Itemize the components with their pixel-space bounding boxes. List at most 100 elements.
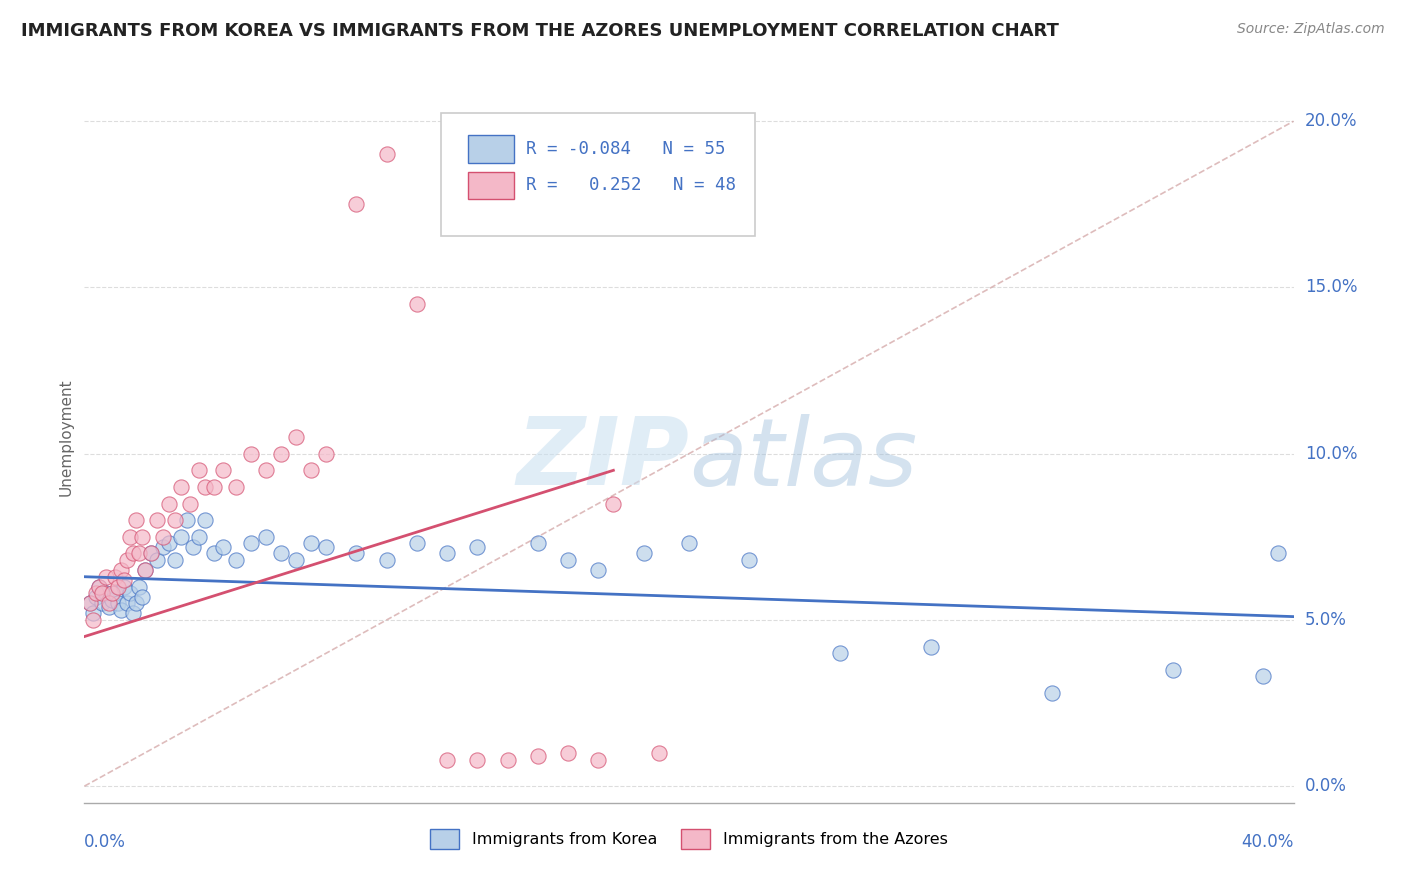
Point xyxy=(146,553,169,567)
Point xyxy=(91,586,114,600)
Point xyxy=(406,536,429,550)
Point xyxy=(254,530,277,544)
Point xyxy=(97,596,120,610)
Point xyxy=(104,586,127,600)
Point xyxy=(648,746,671,760)
Point xyxy=(115,596,138,610)
Legend: Immigrants from Korea, Immigrants from the Azores: Immigrants from Korea, Immigrants from t… xyxy=(426,824,952,854)
Point xyxy=(239,447,262,461)
Point xyxy=(602,497,624,511)
Text: 15.0%: 15.0% xyxy=(1305,278,1357,296)
Point xyxy=(128,546,150,560)
Point xyxy=(315,540,337,554)
Point xyxy=(118,586,141,600)
Point xyxy=(91,596,114,610)
Point xyxy=(1161,663,1184,677)
Point xyxy=(170,480,193,494)
Text: 40.0%: 40.0% xyxy=(1241,833,1294,851)
Point xyxy=(134,563,156,577)
Point xyxy=(94,586,117,600)
Point xyxy=(152,540,174,554)
Text: 20.0%: 20.0% xyxy=(1305,112,1357,130)
Point xyxy=(225,553,247,567)
Point xyxy=(527,749,550,764)
Text: R = -0.084   N = 55: R = -0.084 N = 55 xyxy=(526,140,725,158)
Point xyxy=(212,540,235,554)
Point xyxy=(678,536,700,550)
Text: IMMIGRANTS FROM KOREA VS IMMIGRANTS FROM THE AZORES UNEMPLOYMENT CORRELATION CHA: IMMIGRANTS FROM KOREA VS IMMIGRANTS FROM… xyxy=(21,22,1059,40)
Point xyxy=(79,596,101,610)
Point xyxy=(82,613,104,627)
Point xyxy=(89,580,111,594)
Point xyxy=(406,297,429,311)
Point xyxy=(225,480,247,494)
Point xyxy=(270,546,292,560)
Point xyxy=(170,530,193,544)
Point xyxy=(110,603,132,617)
Point xyxy=(557,553,579,567)
Point xyxy=(134,563,156,577)
Point xyxy=(89,580,111,594)
Point xyxy=(270,447,292,461)
Point xyxy=(152,530,174,544)
Point xyxy=(202,546,225,560)
Point xyxy=(188,463,211,477)
Point xyxy=(110,563,132,577)
Point xyxy=(125,596,148,610)
Point xyxy=(830,646,852,660)
FancyBboxPatch shape xyxy=(441,113,755,235)
Point xyxy=(100,593,122,607)
Point xyxy=(107,596,129,610)
Point xyxy=(436,753,458,767)
Point xyxy=(128,580,150,594)
Point xyxy=(557,746,579,760)
Point xyxy=(146,513,169,527)
Point xyxy=(920,640,942,654)
Point xyxy=(157,536,180,550)
Point xyxy=(86,590,108,604)
Point xyxy=(346,546,368,560)
Point xyxy=(212,463,235,477)
Point xyxy=(112,573,135,587)
Point xyxy=(467,753,489,767)
Point xyxy=(375,553,398,567)
Point xyxy=(436,546,458,560)
Point xyxy=(165,553,187,567)
Point xyxy=(157,497,180,511)
Point xyxy=(254,463,277,477)
Point xyxy=(121,607,143,621)
Bar xyxy=(468,171,513,199)
Point xyxy=(346,197,368,211)
Point xyxy=(131,530,153,544)
Point xyxy=(82,607,104,621)
Point xyxy=(112,580,135,594)
Point xyxy=(107,580,129,594)
Y-axis label: Unemployment: Unemployment xyxy=(58,378,73,496)
Point xyxy=(588,563,610,577)
Point xyxy=(738,553,761,567)
Point xyxy=(202,480,225,494)
Point xyxy=(467,540,489,554)
Point xyxy=(1040,686,1063,700)
Point xyxy=(181,540,204,554)
Point xyxy=(97,599,120,614)
Text: Source: ZipAtlas.com: Source: ZipAtlas.com xyxy=(1237,22,1385,37)
Point xyxy=(299,463,322,477)
Text: 0.0%: 0.0% xyxy=(84,833,127,851)
Point xyxy=(1267,546,1289,560)
Point xyxy=(315,447,337,461)
Point xyxy=(188,530,211,544)
Bar xyxy=(468,135,513,163)
Point xyxy=(165,513,187,527)
Point xyxy=(86,586,108,600)
Point xyxy=(285,553,308,567)
Text: 10.0%: 10.0% xyxy=(1305,445,1357,463)
Point xyxy=(239,536,262,550)
Point xyxy=(633,546,655,560)
Point xyxy=(194,513,217,527)
Point xyxy=(176,513,198,527)
Point xyxy=(139,546,162,560)
Point xyxy=(194,480,217,494)
Point xyxy=(79,596,101,610)
Point xyxy=(121,546,143,560)
